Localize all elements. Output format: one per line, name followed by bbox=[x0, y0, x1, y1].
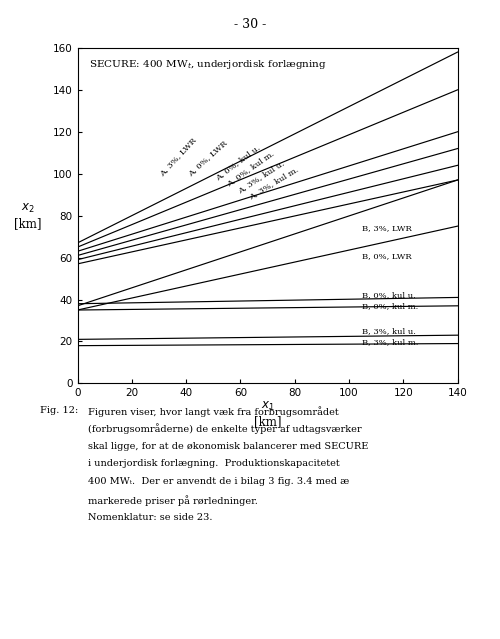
Text: Nomenklatur: se side 23.: Nomenklatur: se side 23. bbox=[88, 513, 212, 522]
Text: A, 3%, LWR: A, 3%, LWR bbox=[158, 136, 198, 178]
Text: markerede priser på rørledninger.: markerede priser på rørledninger. bbox=[88, 495, 258, 506]
Text: A, 3%, kul u.: A, 3%, kul u. bbox=[236, 158, 286, 195]
Text: SECURE: 400 MW$_t$, underjordisk forlægning: SECURE: 400 MW$_t$, underjordisk forlægn… bbox=[89, 58, 327, 71]
Text: A, 0%, LWR: A, 0%, LWR bbox=[186, 139, 228, 178]
Text: A, 3%, kul m.: A, 3%, kul m. bbox=[247, 165, 300, 201]
Text: - 30 -: - 30 - bbox=[234, 18, 266, 31]
Text: B, 3%, kul u.: B, 3%, kul u. bbox=[362, 327, 416, 335]
Text: i underjordisk forlægning.  Produktionskapacitetet: i underjordisk forlægning. Produktionska… bbox=[88, 459, 339, 468]
Text: B, 0%, kul m.: B, 0%, kul m. bbox=[362, 302, 419, 310]
Text: B, 3%, LWR: B, 3%, LWR bbox=[362, 224, 412, 233]
Text: Figuren viser, hvor langt væk fra forbrugsområdet: Figuren viser, hvor langt væk fra forbru… bbox=[88, 406, 338, 417]
Text: (forbrugsområderne) de enkelte typer af udtagsværker: (forbrugsområderne) de enkelte typer af … bbox=[88, 424, 361, 435]
Text: B, 3%, kul m.: B, 3%, kul m. bbox=[362, 337, 419, 346]
Text: B, 0%, kul u.: B, 0%, kul u. bbox=[362, 291, 416, 300]
Text: A, 0%, kul m.: A, 0%, kul m. bbox=[225, 150, 276, 189]
Text: B, 0%, LWR: B, 0%, LWR bbox=[362, 252, 412, 259]
Text: A, 0%, kul u.: A, 0%, kul u. bbox=[214, 143, 262, 182]
Text: skal ligge, for at de økonomisk balancerer med SECURE: skal ligge, for at de økonomisk balancer… bbox=[88, 442, 368, 450]
Text: Fig. 12:: Fig. 12: bbox=[40, 406, 78, 415]
X-axis label: $x_1$
[km]: $x_1$ [km] bbox=[254, 399, 281, 427]
Text: 400 MWₜ.  Der er anvendt de i bilag 3 fig. 3.4 med æ: 400 MWₜ. Der er anvendt de i bilag 3 fig… bbox=[88, 477, 349, 486]
Text: $x_2$
[km]: $x_2$ [km] bbox=[14, 202, 42, 229]
